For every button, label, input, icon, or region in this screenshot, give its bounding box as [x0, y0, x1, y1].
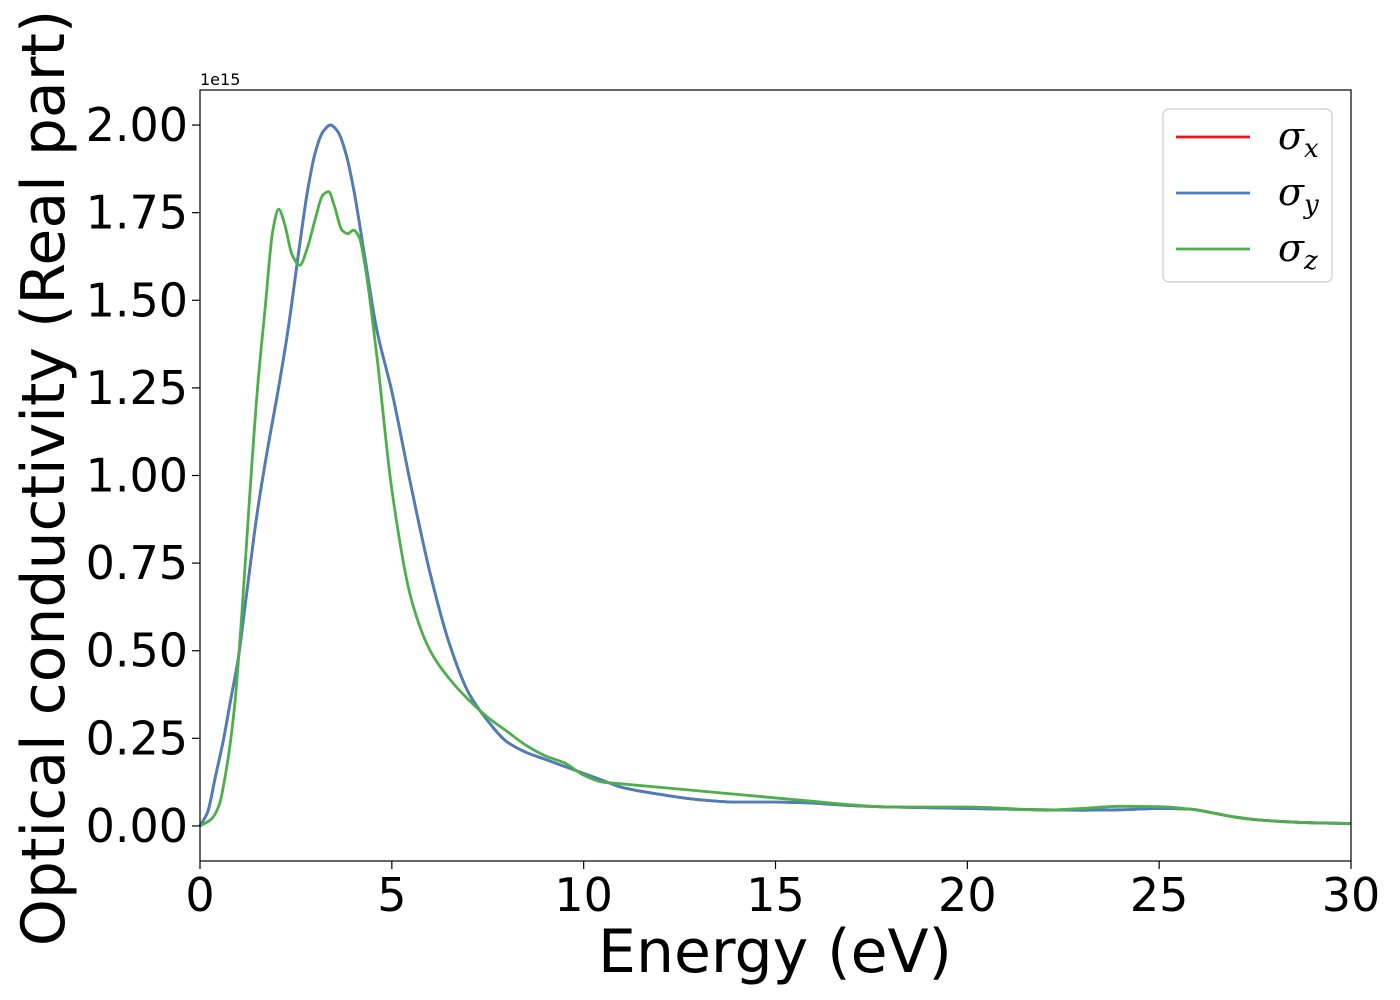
y-axis-ticks: 0.00 0.25 0.50 0.75 1.00 1.25 1.50 1.75 2.00 — [86, 98, 200, 853]
y-axis-title: Optical conductivity (Real part) — [9, 10, 79, 947]
x-tick-label: 0 — [185, 868, 214, 922]
x-tick-label: 20 — [938, 868, 997, 922]
y-tick-label: 0.25 — [86, 711, 188, 765]
x-tick-label: 30 — [1322, 868, 1381, 922]
x-axis-title: Energy (eV) — [598, 917, 952, 987]
legend-label-x: σx — [1278, 114, 1319, 164]
y-tick-label: 1.00 — [86, 449, 188, 503]
y-tick-label: 1.75 — [86, 186, 188, 240]
y-tick-label: 1.50 — [86, 273, 188, 327]
y-tick-label: 0.75 — [86, 536, 188, 590]
legend: σx σy σz — [1162, 108, 1333, 283]
y-tick-label: 0.50 — [86, 624, 188, 678]
x-axis-ticks: 0 5 10 15 20 25 30 — [185, 861, 1380, 922]
y-offset-label: 1e15 — [200, 70, 240, 89]
x-tick-label: 25 — [1130, 868, 1189, 922]
y-tick-label: 0.00 — [86, 799, 188, 853]
plot-area — [200, 90, 1351, 861]
x-tick-label: 15 — [746, 868, 805, 922]
x-tick-label: 5 — [377, 868, 406, 922]
x-tick-label: 10 — [554, 868, 613, 922]
legend-label-z: σz — [1278, 226, 1318, 276]
series-line-z — [199, 190, 1352, 828]
legend-label-y: σy — [1278, 170, 1319, 220]
series-layer — [198, 123, 1352, 828]
y-tick-label: 1.25 — [86, 361, 188, 415]
legend-box — [1162, 108, 1333, 283]
y-tick-label: 2.00 — [86, 98, 188, 152]
